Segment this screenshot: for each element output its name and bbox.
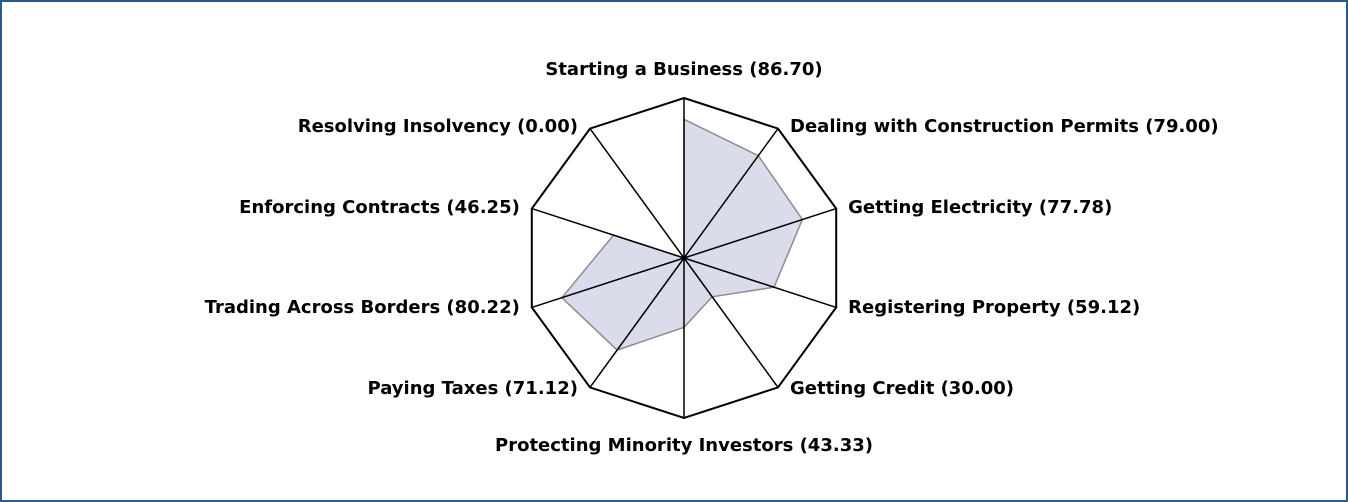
axis-label: Resolving Insolvency (0.00) (298, 116, 578, 137)
axis-label: Protecting Minority Investors (43.33) (495, 435, 873, 456)
spoke (683, 207, 837, 259)
spoke (589, 257, 685, 388)
axis-label: Registering Property (59.12) (848, 297, 1140, 318)
axis-label: Enforcing Contracts (46.25) (239, 197, 520, 218)
spoke (683, 257, 837, 309)
spoke (531, 257, 685, 309)
spoke (531, 207, 685, 259)
spoke (683, 128, 779, 259)
spoke (589, 128, 685, 259)
outer-ring (530, 96, 838, 420)
axis-label: Getting Credit (30.00) (790, 378, 1014, 399)
spoke (683, 257, 779, 388)
axis-label: Paying Taxes (71.12) (367, 378, 577, 399)
axis-label: Starting a Business (86.70) (545, 59, 822, 80)
axis-label: Getting Electricity (77.78) (848, 197, 1112, 218)
axis-label: Trading Across Borders (80.22) (205, 297, 520, 318)
axis-label: Dealing with Construction Permits (79.00… (790, 116, 1219, 137)
